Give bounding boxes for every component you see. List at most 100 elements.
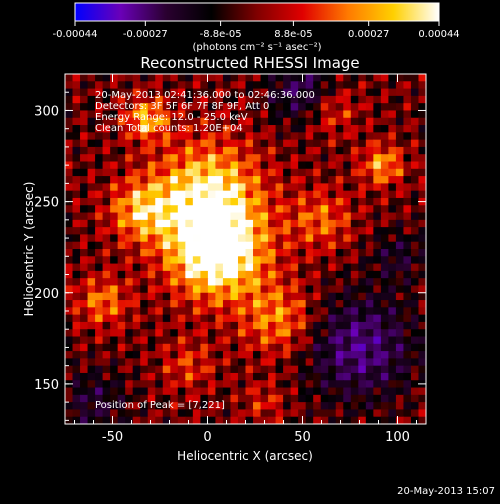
heatmap-cell (65, 249, 74, 257)
heatmap-cell (162, 387, 171, 396)
heatmap-cell (358, 197, 367, 206)
heatmap-cell (162, 358, 171, 367)
heatmap-cell (200, 314, 209, 323)
heatmap-cell (418, 263, 426, 272)
heatmap-cell (275, 146, 284, 155)
heatmap-cell (298, 249, 307, 257)
heatmap-cell (305, 125, 314, 133)
heatmap-cell (140, 307, 149, 316)
heatmap-cell (170, 394, 179, 403)
heatmap-cell (380, 146, 389, 155)
heatmap-cell (365, 139, 374, 148)
heatmap-cell (222, 88, 232, 97)
heatmap-cell (207, 256, 217, 265)
heatmap-cell (102, 270, 111, 279)
heatmap-cell (290, 205, 299, 214)
heatmap-cell (95, 95, 104, 104)
heatmap-cell (395, 380, 405, 389)
heatmap-cell (320, 146, 329, 155)
heatmap-cell (215, 197, 224, 206)
heatmap-cell (418, 416, 426, 424)
heatmap-cell (170, 365, 179, 374)
heatmap-cell (290, 285, 299, 294)
heatmap-cell (268, 176, 277, 184)
heatmap-cell (87, 278, 96, 287)
heatmap-cell (305, 300, 314, 308)
heatmap-cell (110, 103, 119, 112)
heatmap-cell (185, 270, 194, 279)
heatmap-cell (380, 343, 389, 352)
heatmap-cell (395, 117, 405, 126)
heatmap-cell (268, 285, 277, 294)
heatmap-cell (268, 154, 277, 163)
heatmap-cell (395, 212, 405, 221)
heatmap-cell (275, 205, 284, 214)
heatmap-cell (268, 234, 277, 243)
heatmap-cell (177, 365, 186, 374)
heatmap-cell (373, 110, 382, 119)
heatmap-cell (177, 197, 186, 206)
heatmap-cell (358, 278, 367, 287)
heatmap-cell (358, 285, 367, 294)
heatmap-cell (388, 343, 397, 352)
heatmap-cell (305, 249, 314, 257)
heatmap-cell (192, 234, 201, 243)
heatmap-cell (358, 358, 367, 367)
heatmap-cell (395, 365, 405, 374)
heatmap-cell (185, 168, 194, 177)
heatmap-cell (207, 278, 217, 287)
heatmap-cell (162, 249, 171, 257)
heatmap-cell (170, 212, 179, 221)
heatmap-cell (275, 183, 284, 192)
heatmap-cell (140, 329, 149, 338)
heatmap-cell (350, 372, 359, 381)
heatmap-cell (328, 190, 337, 199)
heatmap-cell (245, 234, 254, 243)
heatmap-cell (237, 183, 247, 192)
heatmap-cell (268, 205, 277, 214)
heatmap-cell (110, 74, 119, 82)
heatmap-cell (328, 161, 337, 170)
heatmap-cell (320, 219, 329, 228)
heatmap-cell (275, 234, 284, 243)
heatmap-cell (155, 256, 164, 265)
heatmap-cell (80, 146, 89, 155)
heatmap-cell (358, 387, 367, 396)
heatmap-cell (290, 278, 299, 287)
heatmap-cell (358, 256, 367, 265)
heatmap-cell (395, 234, 405, 243)
heatmap-cell (117, 380, 126, 389)
heatmap-cell (170, 161, 179, 170)
heatmap-cell (260, 372, 269, 381)
heatmap-cell (245, 125, 254, 133)
heatmap-cell (162, 372, 171, 381)
heatmap-cell (245, 336, 254, 345)
heatmap-cell (260, 110, 269, 119)
heatmap-cell (403, 205, 412, 214)
heatmap-cell (373, 146, 382, 155)
heatmap-cell (87, 256, 96, 265)
heatmap-cell (298, 154, 307, 163)
heatmap-cell (343, 117, 352, 126)
heatmap-cell (283, 358, 292, 367)
heatmap-cell (80, 343, 89, 352)
heatmap-cell (343, 329, 352, 338)
heatmap-cell (80, 380, 89, 389)
heatmap-cell (65, 409, 74, 418)
heatmap-cell (403, 285, 412, 294)
heatmap-cell (380, 88, 389, 97)
heatmap-cell (87, 285, 96, 294)
heatmap-cell (328, 132, 337, 141)
heatmap-cell (237, 146, 247, 155)
heatmap-cell (358, 372, 367, 381)
heatmap-cell (155, 343, 164, 352)
heatmap-cell (237, 387, 247, 396)
heatmap-cell (147, 307, 156, 316)
heatmap-cell (410, 372, 420, 381)
heatmap-cell (350, 88, 359, 97)
heatmap-cell (388, 197, 397, 206)
heatmap-cell (102, 197, 111, 206)
heatmap-cell (403, 336, 412, 345)
heatmap-cell (418, 176, 426, 184)
heatmap-cell (403, 329, 412, 338)
